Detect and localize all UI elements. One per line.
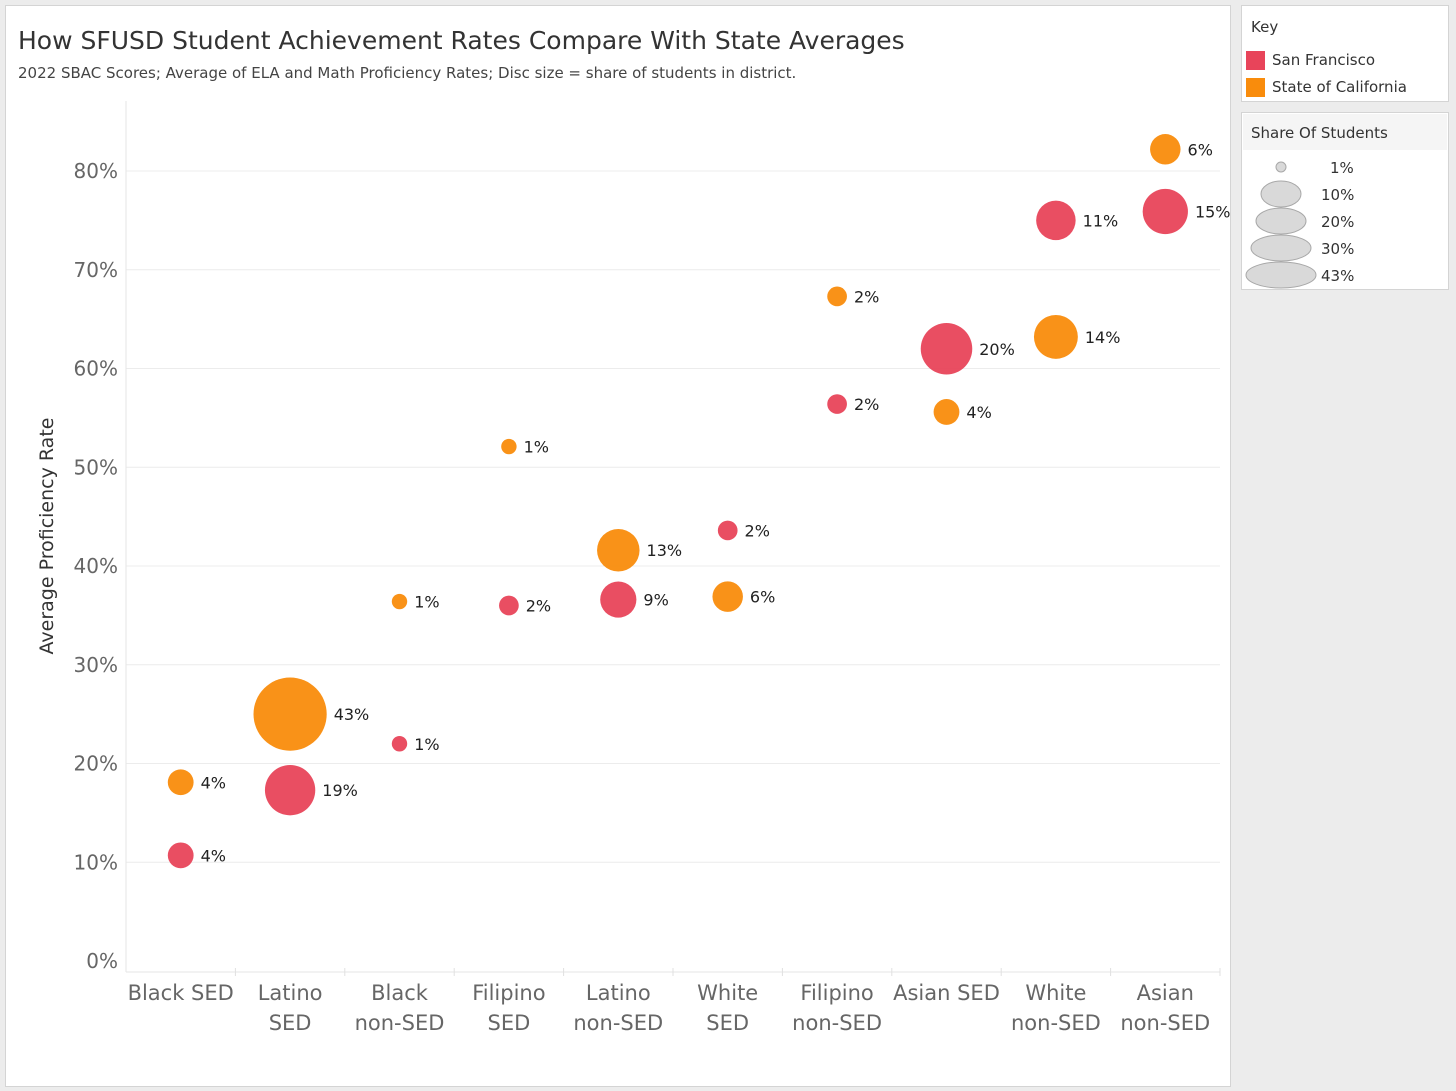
data-label-state-of-california-black-sed: 4% xyxy=(201,773,226,792)
y-tick-label-30: 30% xyxy=(74,653,118,677)
y-tick-label-10: 10% xyxy=(74,850,118,874)
color-legend: Key San Francisco State of California xyxy=(1241,5,1449,102)
data-label-san-francisco-asian-non-sed: 15% xyxy=(1195,202,1230,221)
data-point-san-francisco-white-sed xyxy=(717,520,738,541)
size-legend-disc-30 xyxy=(1250,234,1312,262)
data-point-state-of-california-black-non-sed xyxy=(391,593,408,610)
y-tick-label-20: 20% xyxy=(74,752,118,776)
x-tick-label-latino-non-sed: Latino xyxy=(586,981,651,1005)
x-tick-label-white-sed: White xyxy=(697,981,758,1005)
size-legend-label-10: 10% xyxy=(1321,186,1354,204)
data-label-san-francisco-filipino-sed: 2% xyxy=(526,597,551,616)
x-tick-label-filipino-non-sed: Filipino xyxy=(800,981,873,1005)
state-of-california-label: State of California xyxy=(1272,78,1407,96)
data-point-san-francisco-black-non-sed xyxy=(391,736,408,752)
data-label-state-of-california-asian-non-sed: 6% xyxy=(1188,140,1213,159)
data-label-san-francisco-black-non-sed: 1% xyxy=(414,735,439,754)
x-tick-label-latino-sed: SED xyxy=(269,1011,312,1035)
x-tick-label-filipino-sed: Filipino xyxy=(472,981,545,1005)
size-legend-label-20: 20% xyxy=(1321,213,1354,231)
data-point-state-of-california-latino-non-sed xyxy=(597,528,640,572)
size-legend-title: Share Of Students xyxy=(1243,114,1447,150)
data-point-san-francisco-black-sed xyxy=(167,842,194,869)
data-label-san-francisco-latino-sed: 19% xyxy=(322,781,358,800)
x-tick-label-black-non-sed: Black xyxy=(371,981,429,1005)
data-label-state-of-california-filipino-sed: 1% xyxy=(524,438,549,457)
data-label-state-of-california-white-non-sed: 14% xyxy=(1085,328,1121,347)
size-legend-discs: 1% 10% 20% 30% 43% xyxy=(1245,159,1354,289)
x-tick-label-black-non-sed: non-SED xyxy=(355,1011,445,1035)
san-francisco-swatch xyxy=(1246,51,1265,70)
chart-title: How SFUSD Student Achievement Rates Comp… xyxy=(18,26,905,55)
data-label-san-francisco-white-non-sed: 11% xyxy=(1083,211,1119,230)
size-legend-disc-1 xyxy=(1275,161,1287,173)
size-legend-label-43: 43% xyxy=(1321,267,1354,285)
data-label-state-of-california-latino-sed: 43% xyxy=(334,705,370,724)
data-label-san-francisco-latino-non-sed: 9% xyxy=(643,591,668,610)
color-legend-title: Key xyxy=(1251,18,1279,36)
x-tick-label-asian-non-sed: non-SED xyxy=(1120,1011,1210,1035)
data-point-state-of-california-asian-non-sed xyxy=(1150,134,1181,165)
data-point-state-of-california-latino-sed xyxy=(253,677,327,751)
y-tick-label-40: 40% xyxy=(74,554,118,578)
proficiency-scatter-chart: 0% 10% 20% 30% 40% 50% 60% 70% 80% Average Profic… xyxy=(36,101,1230,1035)
y-tick-label-60: 60% xyxy=(74,357,118,381)
data-point-state-of-california-white-sed xyxy=(712,581,743,612)
x-tick-label-latino-non-sed: non-SED xyxy=(573,1011,663,1035)
data-label-san-francisco-filipino-non-sed: 2% xyxy=(854,395,879,414)
y-tick-label-80: 80% xyxy=(74,159,118,183)
x-tick-label-asian-sed: Asian SED xyxy=(893,981,1000,1005)
x-tick-label-white-sed: SED xyxy=(706,1011,749,1035)
data-point-state-of-california-filipino-sed xyxy=(501,438,517,455)
y-axis-title: Average Proficiency Rate xyxy=(36,418,58,655)
data-point-san-francisco-white-non-sed xyxy=(1036,200,1076,241)
data-label-san-francisco-black-sed: 4% xyxy=(201,846,226,865)
state-of-california-swatch xyxy=(1246,78,1265,97)
y-tick-label-50: 50% xyxy=(74,455,118,479)
data-point-state-of-california-white-non-sed xyxy=(1033,314,1078,359)
data-point-san-francisco-asian-non-sed xyxy=(1142,188,1188,235)
x-tick-label-filipino-sed: SED xyxy=(488,1011,531,1035)
x-tick-label-white-non-sed: White xyxy=(1025,981,1086,1005)
data-label-state-of-california-black-non-sed: 1% xyxy=(414,593,439,612)
size-legend-disc-43 xyxy=(1245,261,1317,289)
data-point-san-francisco-latino-non-sed xyxy=(600,581,637,618)
y-tick-label-0: 0% xyxy=(86,949,118,973)
size-legend-disc-10 xyxy=(1260,180,1302,208)
data-point-state-of-california-filipino-non-sed xyxy=(827,286,847,307)
y-tick-label-70: 70% xyxy=(74,258,118,282)
data-label-state-of-california-white-sed: 6% xyxy=(750,588,775,607)
data-label-state-of-california-latino-non-sed: 13% xyxy=(647,541,683,560)
data-label-state-of-california-asian-sed: 4% xyxy=(966,403,991,422)
size-legend-disc-20 xyxy=(1255,207,1307,235)
data-point-state-of-california-asian-sed xyxy=(933,399,960,425)
data-point-san-francisco-asian-sed xyxy=(920,322,973,375)
x-tick-label-filipino-non-sed: non-SED xyxy=(792,1011,882,1035)
data-label-san-francisco-white-sed: 2% xyxy=(745,521,770,540)
data-label-san-francisco-asian-sed: 20% xyxy=(979,340,1015,359)
data-point-san-francisco-latino-sed xyxy=(264,764,316,816)
size-legend: Share Of Students 1% 10% 20% 30% 43% xyxy=(1241,112,1449,290)
data-point-san-francisco-filipino-sed xyxy=(499,595,519,616)
data-label-state-of-california-filipino-non-sed: 2% xyxy=(854,287,879,306)
x-tick-label-white-non-sed: non-SED xyxy=(1011,1011,1101,1035)
san-francisco-label: San Francisco xyxy=(1272,51,1376,69)
data-point-state-of-california-black-sed xyxy=(167,769,194,796)
x-tick-label-black-sed: Black SED xyxy=(128,981,234,1005)
data-point-san-francisco-filipino-non-sed xyxy=(827,394,847,414)
x-tick-label-latino-sed: Latino xyxy=(258,981,323,1005)
size-legend-label-1: 1% xyxy=(1330,159,1354,177)
chart-subtitle: 2022 SBAC Scores; Average of ELA and Mat… xyxy=(18,64,797,82)
x-tick-label-asian-non-sed: Asian xyxy=(1137,981,1194,1005)
chart-panel: How SFUSD Student Achievement Rates Comp… xyxy=(5,5,1231,1087)
size-legend-label-30: 30% xyxy=(1321,240,1354,258)
